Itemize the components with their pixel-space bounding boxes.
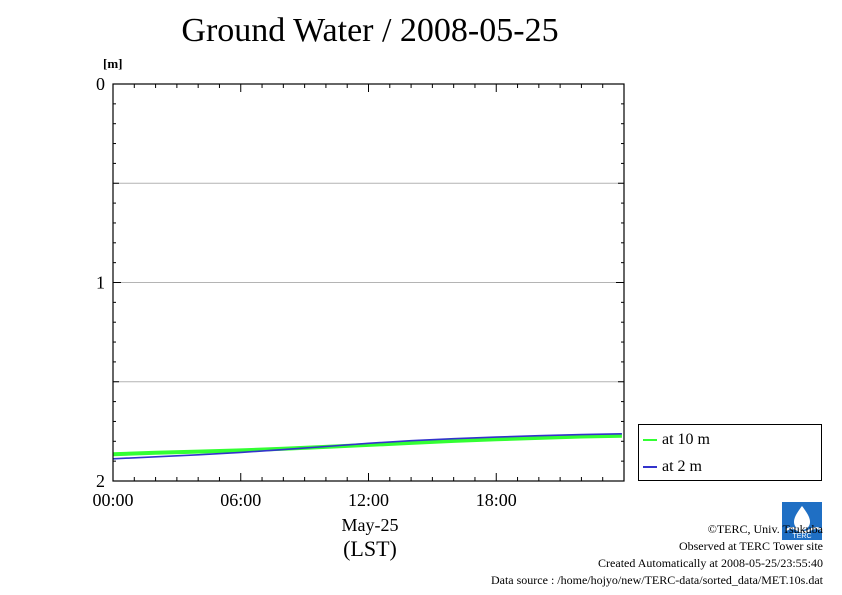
series-line-10m	[112, 433, 622, 457]
grid-lines	[113, 182, 624, 383]
x-tick-label: 00:00	[92, 490, 133, 510]
y-tick-label: 0	[96, 74, 105, 94]
y-tick-label: 1	[96, 273, 105, 293]
legend-item-2m: at 2 m	[643, 456, 702, 478]
legend-item-10m: at 10 m	[643, 429, 710, 451]
x-tick-label: 06:00	[220, 490, 261, 510]
legend-label-2m: at 2 m	[662, 458, 702, 475]
chart-legend: at 10 m at 2 m	[638, 424, 822, 481]
observed-site-text: Observed at TERC Tower site	[678, 539, 823, 553]
y-tick-label: 2	[96, 471, 105, 491]
legend-swatch-2m	[643, 466, 657, 468]
series-lines	[112, 433, 622, 460]
x-axis-timezone-label: (LST)	[343, 536, 397, 561]
series-line-2m	[112, 433, 622, 460]
copyright-text: ©TERC, Univ. Tsukuba	[707, 522, 823, 536]
data-source-text: Data source : /home/hojyo/new/TERC-data/…	[490, 573, 823, 587]
y-axis-unit-label: [m]	[103, 56, 123, 71]
chart-title: Ground Water / 2008-05-25	[181, 12, 559, 49]
axis-tick-labels: 0 1 200:00 06:00 12:00 18:00	[92, 74, 516, 510]
legend-label-10m: at 10 m	[662, 431, 710, 448]
created-timestamp-text: Created Automatically at 2008-05-25/23:5…	[598, 556, 823, 570]
axis-ticks	[112, 83, 625, 482]
x-tick-label: 18:00	[476, 490, 517, 510]
terc-logo-icon: TERC	[782, 502, 822, 540]
x-tick-label: 12:00	[348, 490, 389, 510]
logo-text: TERC	[792, 533, 811, 540]
x-axis-date-label: May-25	[341, 515, 399, 535]
legend-swatch-10m	[643, 439, 657, 441]
